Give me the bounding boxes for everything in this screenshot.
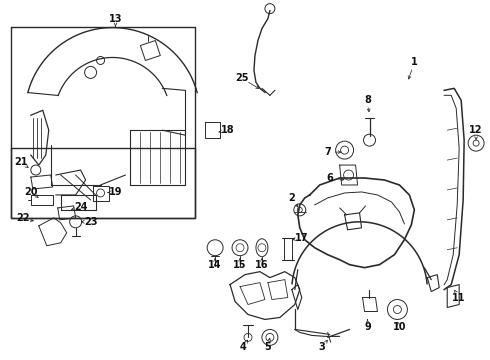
Text: 20: 20 <box>24 187 38 197</box>
Text: 1: 1 <box>411 58 417 67</box>
Text: 18: 18 <box>221 125 235 135</box>
Text: 25: 25 <box>235 73 249 84</box>
Text: 9: 9 <box>364 323 371 332</box>
Text: 5: 5 <box>265 342 271 352</box>
Text: 22: 22 <box>16 213 29 223</box>
Text: 24: 24 <box>74 202 87 212</box>
Text: 19: 19 <box>109 187 122 197</box>
Text: 6: 6 <box>326 173 333 183</box>
Text: 16: 16 <box>255 260 269 270</box>
Text: 10: 10 <box>392 323 406 332</box>
Text: 13: 13 <box>109 14 122 24</box>
Text: 14: 14 <box>208 260 222 270</box>
Text: 4: 4 <box>240 342 246 352</box>
Text: 3: 3 <box>318 342 325 352</box>
Text: 12: 12 <box>469 125 483 135</box>
Text: 2: 2 <box>289 193 295 203</box>
Text: 8: 8 <box>364 95 371 105</box>
Text: 21: 21 <box>14 157 27 167</box>
Text: 17: 17 <box>295 233 309 243</box>
Text: 23: 23 <box>84 217 98 227</box>
Text: 7: 7 <box>324 147 331 157</box>
Text: 11: 11 <box>452 293 466 302</box>
Text: 15: 15 <box>233 260 247 270</box>
